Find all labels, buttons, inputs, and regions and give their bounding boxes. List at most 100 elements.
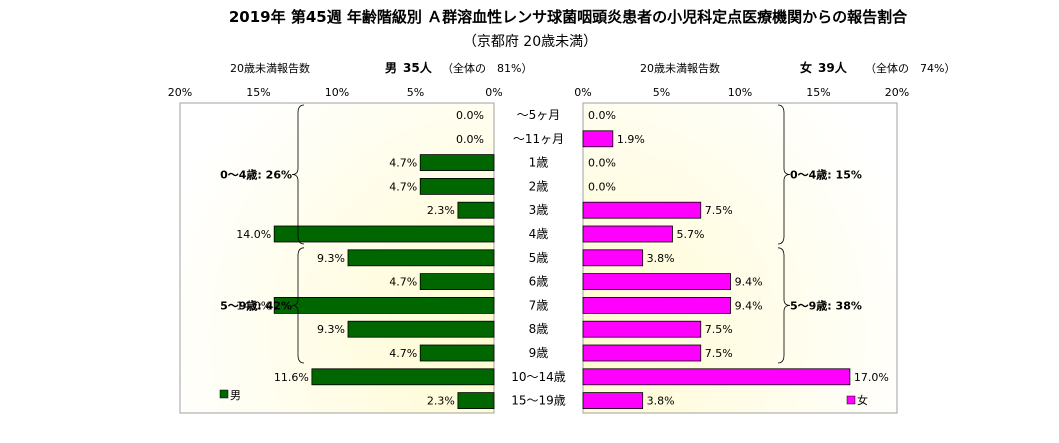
- male-bar: [457, 392, 495, 410]
- male-bar: [457, 201, 495, 219]
- category-label: ～5ヶ月: [517, 108, 561, 122]
- chart-subtitle: （京都府 20歳未満）: [463, 34, 597, 50]
- female-bar: [582, 368, 851, 386]
- category-label: 5歳: [529, 251, 549, 265]
- female-header-count: 39人: [818, 60, 848, 75]
- female-value-label: 7.5%: [705, 204, 733, 217]
- female-bar: [582, 201, 702, 219]
- male-value-label: 4.7%: [389, 180, 417, 193]
- male-value-label: 9.3%: [317, 323, 345, 336]
- legend-female-label: 女: [857, 393, 868, 407]
- male-header-count: 35人: [403, 60, 433, 75]
- legend-male-label: 男: [230, 389, 241, 402]
- female-axis-tick-label: 10%: [728, 86, 752, 99]
- female-bar: [582, 296, 731, 314]
- male-value-label: 14.0%: [236, 299, 271, 312]
- female-value-label: 5.7%: [676, 228, 704, 241]
- female-header-sex: 女: [800, 60, 812, 75]
- category-label: ～11ヶ月: [513, 132, 564, 146]
- category-label: 4歳: [529, 227, 549, 241]
- male-value-label: 14.0%: [236, 228, 271, 241]
- category-label: 10～14歳: [511, 370, 566, 384]
- male-value-label: 2.3%: [427, 204, 455, 217]
- female-group-label: 5～9歳: 38%: [790, 298, 862, 312]
- group-brackets: 0～4歳: 26% 5～9歳: 42% 0～4歳: 15% 5～9歳: 38%: [220, 104, 862, 364]
- male-header-sex: 男: [385, 61, 397, 75]
- male-axis-tick-label: 15%: [246, 86, 270, 99]
- female-value-label: 9.4%: [735, 299, 763, 312]
- male-value-label: 0.0%: [456, 133, 484, 146]
- female-bar: [582, 344, 702, 362]
- female-bar: [582, 249, 644, 267]
- male-value-label: 9.3%: [317, 252, 345, 265]
- male-header-label: 20歳未満報告数: [230, 62, 310, 75]
- male-value-label: 11.6%: [274, 371, 309, 384]
- female-value-label: 0.0%: [588, 157, 616, 170]
- male-value-label: 2.3%: [427, 395, 455, 408]
- female-value-label: 9.4%: [735, 276, 763, 289]
- value-labels: 0.0% 0.0% 4.7% 4.7% 2.3% 14.0% 9.3% 4.7% 14.0% 9.…: [236, 109, 889, 408]
- female-bar: [582, 273, 731, 291]
- axis-ticks: 0% 0% 5% 5% 10% 10% 15% 15% 20% 20%: [168, 86, 909, 99]
- male-group-label: 0～4歳: 26%: [220, 168, 292, 182]
- male-bar: [419, 177, 495, 195]
- male-bar: [311, 368, 495, 386]
- female-axis-tick-label: 15%: [806, 86, 830, 99]
- male-bar: [273, 225, 495, 243]
- category-label: 1歳: [529, 156, 549, 170]
- female-value-label: 17.0%: [854, 371, 889, 384]
- male-bar: [419, 344, 495, 362]
- female-group-label: 0～4歳: 15%: [790, 168, 862, 182]
- group-bracket: [777, 247, 791, 364]
- female-header: 20歳未満報告数 女 39人 （全体の 74%）: [640, 60, 955, 75]
- category-label: 2歳: [529, 179, 549, 193]
- female-bar: [582, 130, 614, 148]
- male-group-label: 5～9歳: 42%: [220, 298, 292, 312]
- male-bar: [419, 154, 495, 172]
- female-bar: [582, 225, 673, 243]
- group-bracket: [291, 247, 305, 364]
- male-axis-tick-label: 5%: [407, 86, 424, 99]
- male-bar: [347, 249, 495, 267]
- female-value-label: 3.8%: [647, 395, 675, 408]
- male-bar: [273, 296, 495, 314]
- male-value-label: 4.7%: [389, 276, 417, 289]
- legend-female-swatch: [846, 395, 856, 405]
- legend-male-swatch: [219, 389, 229, 399]
- female-value-label: 3.8%: [647, 252, 675, 265]
- bars: [273, 130, 851, 410]
- category-labels: ～5ヶ月 ～11ヶ月 1歳 2歳 3歳 4歳 5歳 6歳 7歳 8歳 9歳 10～14歳 15～19歳: [511, 108, 566, 408]
- category-label: 8歳: [529, 322, 549, 336]
- category-label: 15～19歳: [511, 394, 566, 408]
- male-axis-tick-label: 0%: [485, 86, 502, 99]
- female-value-label: 0.0%: [588, 180, 616, 193]
- female-header-ratio: （全体の 74%）: [865, 61, 955, 75]
- female-value-label: 1.9%: [617, 133, 645, 146]
- male-bar: [419, 273, 495, 291]
- male-bar: [347, 320, 495, 338]
- male-value-label: 4.7%: [389, 157, 417, 170]
- female-bar: [582, 392, 644, 410]
- category-label: 9歳: [529, 346, 549, 360]
- female-axis-tick-label: 20%: [885, 86, 909, 99]
- category-label: 6歳: [529, 275, 549, 289]
- female-value-label: 7.5%: [705, 323, 733, 336]
- male-value-label: 0.0%: [456, 109, 484, 122]
- legend-male: 男: [219, 389, 241, 402]
- female-header-label: 20歳未満報告数: [640, 62, 720, 75]
- female-value-label: 7.5%: [705, 347, 733, 360]
- male-header-ratio: （全体の 81%）: [442, 61, 532, 75]
- category-label: 7歳: [529, 298, 549, 312]
- female-value-label: 0.0%: [588, 109, 616, 122]
- male-header: 20歳未満報告数 男 35人 （全体の 81%）: [230, 60, 532, 75]
- female-axis-tick-label: 5%: [653, 86, 670, 99]
- male-value-label: 4.7%: [389, 347, 417, 360]
- legend-female: 女: [846, 393, 868, 407]
- category-label: 3歳: [529, 203, 549, 217]
- group-bracket: [291, 104, 305, 245]
- male-axis-tick-label: 20%: [168, 86, 192, 99]
- female-axis-tick-label: 0%: [574, 86, 591, 99]
- female-bar: [582, 320, 702, 338]
- male-axis-tick-label: 10%: [325, 86, 349, 99]
